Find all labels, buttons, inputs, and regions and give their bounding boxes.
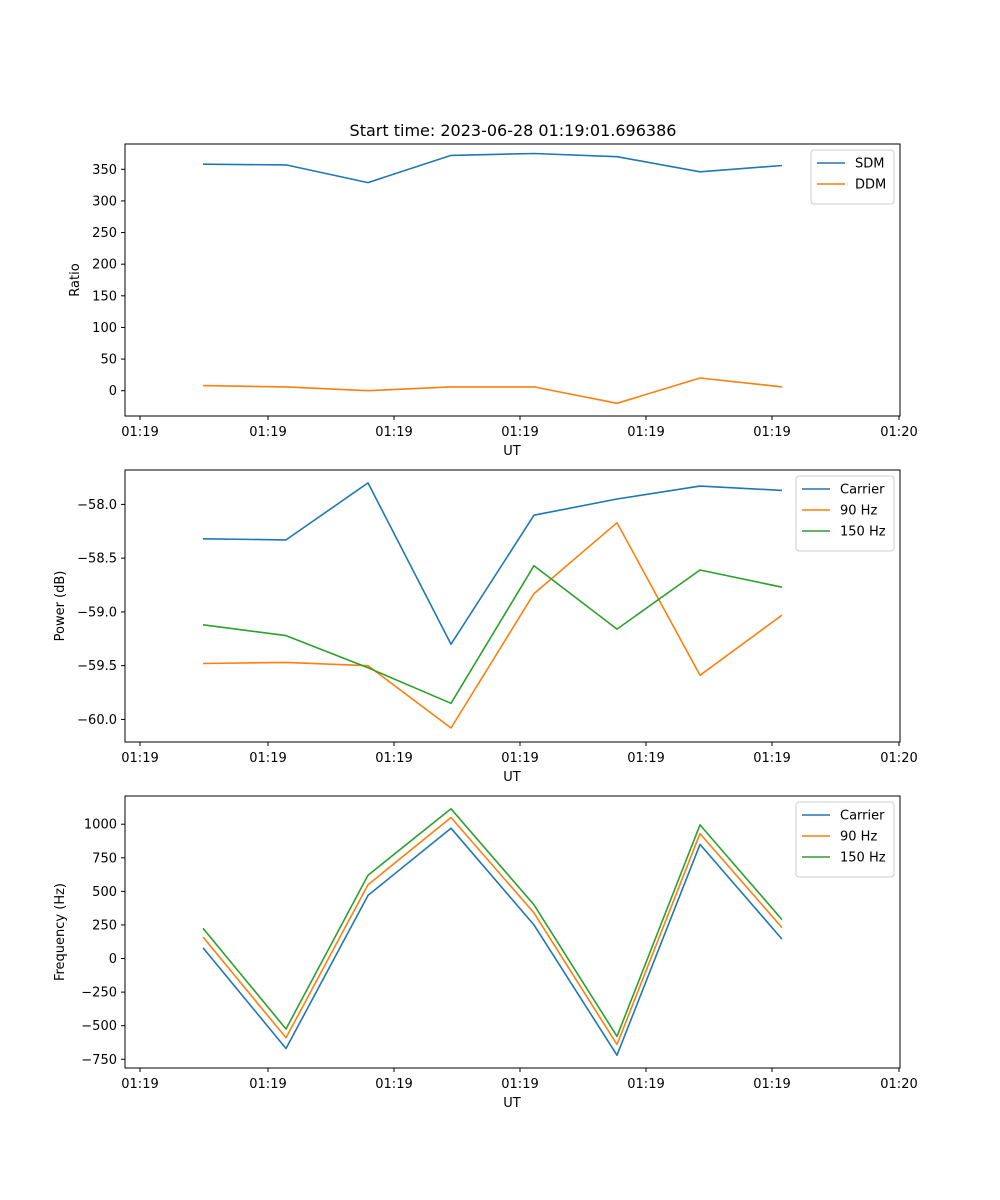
y-tick-label: −250: [81, 986, 117, 1001]
series-line-carrier: [202, 827, 783, 1056]
y-tick-label: 0: [109, 384, 117, 399]
y-tick-label: −750: [81, 1053, 117, 1068]
chart-panel-2: 01:19 01:19 01:19 01:19 01:19 01:19 01:20 −60.0…: [53, 469, 918, 785]
x-tick-label: 01:19: [501, 425, 538, 440]
legend-label: Carrier: [840, 809, 885, 824]
x-tick-label: 01:19: [627, 1077, 664, 1092]
y-tick-label: 50: [100, 353, 117, 368]
y-tick-label: 250: [92, 226, 117, 241]
y-axis-label: Ratio: [68, 263, 83, 296]
legend-label: 150 Hz: [840, 525, 886, 540]
series-line-sdm: [202, 152, 783, 184]
series-line-150-hz: [202, 807, 783, 1038]
legend: Carrier 90 Hz 150 Hz: [795, 475, 895, 552]
y-tick-label: 1000: [84, 818, 117, 833]
x-tick-label: 01:19: [753, 1077, 790, 1092]
y-tick-label: 200: [92, 258, 117, 273]
x-tick-label: 01:19: [249, 425, 286, 440]
x-tick-label: 01:19: [249, 1077, 286, 1092]
x-tick-label: 01:19: [375, 751, 412, 766]
legend-label: DDM: [855, 178, 886, 193]
y-tick-label: 750: [92, 851, 117, 866]
series-line-carrier: [202, 482, 783, 646]
y-tick-label: 500: [92, 885, 117, 900]
x-tick-label: 01:20: [880, 751, 917, 766]
y-tick-label: 0: [109, 952, 117, 967]
series-line-ddm: [202, 377, 783, 405]
x-tick-label: 01:19: [121, 425, 158, 440]
y-tick-label: −60.0: [77, 713, 117, 728]
y-tick-label: 300: [92, 194, 117, 209]
x-tick-label: 01:19: [121, 751, 158, 766]
x-tick-label: 01:19: [501, 751, 538, 766]
panels: 01:19 01:19 01:19 01:19 01:19 01:19 01:20 0 50 10…: [53, 143, 918, 1111]
y-tick-label: 100: [92, 321, 117, 336]
x-tick-label: 01:19: [627, 425, 664, 440]
x-tick-label: 01:19: [627, 751, 664, 766]
figure-title: Start time: 2023-06-28 01:19:01.696386: [350, 121, 677, 140]
y-tick-label: 250: [92, 918, 117, 933]
series-line-150-hz: [202, 564, 783, 705]
plot-frame: [124, 469, 901, 743]
series-line-90-hz: [202, 816, 783, 1046]
plot-frame: [124, 143, 901, 417]
y-tick-label: 150: [92, 289, 117, 304]
legend-label: 90 Hz: [840, 504, 877, 519]
legend-box: [795, 801, 895, 878]
legend-label: 150 Hz: [840, 851, 886, 866]
y-tick-label: −59.0: [77, 605, 117, 620]
legend: Carrier 90 Hz 150 Hz: [795, 801, 895, 878]
y-tick-label: 350: [92, 163, 117, 178]
legend-label: 90 Hz: [840, 830, 877, 845]
chart-panel-3: 01:19 01:19 01:19 01:19 01:19 01:19 01:20 −750 −…: [53, 795, 918, 1111]
x-tick-label: 01:19: [249, 751, 286, 766]
x-tick-label: 01:19: [501, 1077, 538, 1092]
y-tick-label: −500: [81, 1019, 117, 1034]
x-tick-label: 01:20: [880, 1077, 917, 1092]
x-tick-label: 01:19: [121, 1077, 158, 1092]
x-axis-label: UT: [503, 1096, 521, 1111]
x-tick-label: 01:19: [753, 425, 790, 440]
x-axis-label: UT: [503, 444, 521, 459]
legend-label: Carrier: [840, 483, 885, 498]
plot-frame: [124, 795, 901, 1069]
chart-panel-1: 01:19 01:19 01:19 01:19 01:19 01:19 01:20 0 50 10…: [68, 143, 918, 459]
x-tick-label: 01:19: [375, 1077, 412, 1092]
legend-label: SDM: [855, 157, 884, 172]
series-line-90-hz: [202, 521, 783, 729]
x-tick-label: 01:20: [880, 425, 917, 440]
y-tick-label: −58.0: [77, 498, 117, 513]
x-tick-label: 01:19: [375, 425, 412, 440]
legend-box: [795, 475, 895, 552]
y-axis-label: Power (dB): [53, 571, 68, 642]
y-tick-label: −58.5: [77, 552, 117, 567]
y-tick-label: −59.5: [77, 659, 117, 674]
y-axis-label: Frequency (Hz): [53, 883, 68, 981]
legend: SDM DDM: [810, 149, 895, 205]
x-tick-label: 01:19: [753, 751, 790, 766]
x-axis-label: UT: [503, 770, 521, 785]
